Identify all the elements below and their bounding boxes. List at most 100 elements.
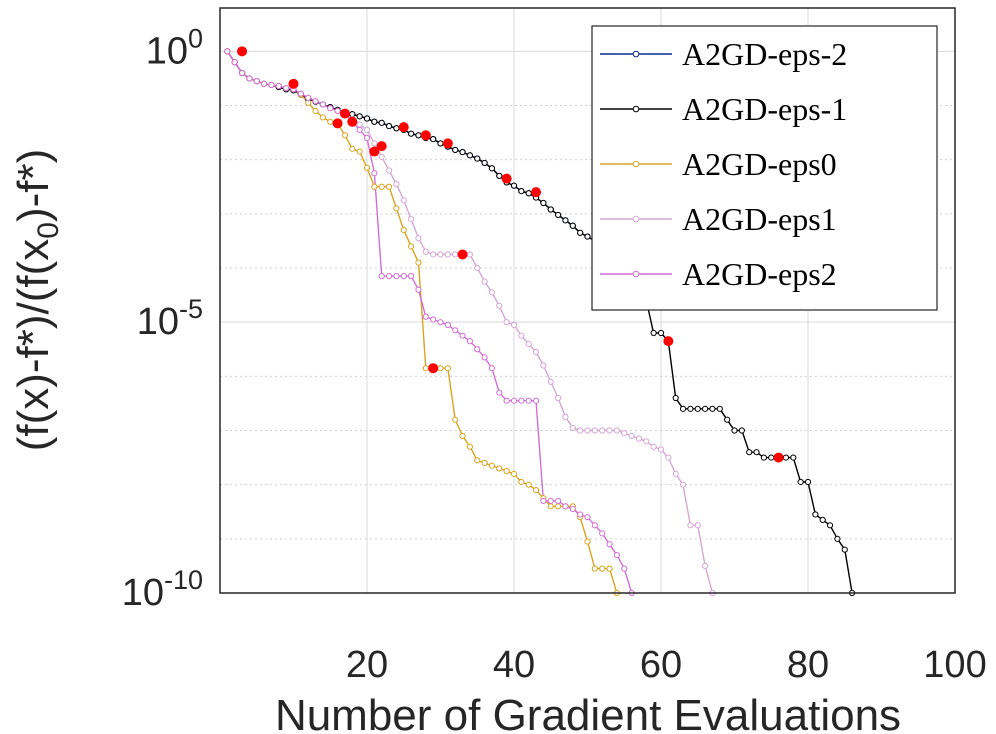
data-point-A2GD-eps-1 (826, 522, 834, 529)
y-tick-label: 100 (146, 23, 203, 72)
y-axis-title-part1: (f(x)-f*)/(f(x (9, 239, 58, 452)
data-point-A2GD-eps-1 (430, 135, 437, 143)
data-point-A2GD-eps2 (415, 286, 422, 293)
restart-point-A2GD-eps-1 (398, 122, 409, 133)
data-point-A2GD-eps2 (621, 565, 628, 572)
legend-marker-A2GD-eps-2 (632, 50, 640, 58)
data-point-A2GD-eps0 (606, 565, 613, 572)
data-point-A2GD-eps-1 (672, 394, 679, 402)
data-point-A2GD-eps1 (393, 180, 400, 188)
data-point-A2GD-eps1 (650, 443, 657, 450)
legend-marker-A2GD-eps0 (632, 160, 640, 168)
data-point-A2GD-eps2 (224, 48, 231, 55)
data-point-A2GD-eps0 (525, 481, 532, 488)
data-point-A2GD-eps1 (408, 216, 415, 223)
data-point-A2GD-eps0 (356, 148, 363, 155)
data-point-A2GD-eps2 (363, 134, 371, 142)
data-point-A2GD-eps-1 (768, 454, 775, 461)
data-point-A2GD-eps2 (297, 90, 304, 97)
restart-markers (237, 46, 784, 463)
data-point-A2GD-eps2 (591, 522, 598, 529)
data-point-A2GD-eps0 (385, 183, 393, 190)
data-point-A2GD-eps-1 (363, 115, 371, 122)
data-point-A2GD-eps1 (547, 378, 554, 385)
data-point-A2GD-eps0 (452, 416, 459, 423)
data-point-A2GD-eps2 (503, 397, 510, 404)
data-point-A2GD-eps2 (547, 497, 554, 505)
data-point-A2GD-eps-1 (819, 516, 826, 523)
data-point-A2GD-eps0 (415, 259, 422, 266)
data-point-A2GD-eps1 (584, 427, 591, 434)
data-point-A2GD-eps1 (532, 348, 540, 356)
data-point-A2GD-eps0 (408, 243, 415, 250)
data-point-A2GD-eps2 (422, 313, 429, 320)
data-point-A2GD-eps-1 (731, 427, 738, 434)
data-point-A2GD-eps2 (452, 327, 459, 334)
data-point-A2GD-eps0 (327, 118, 334, 125)
data-point-A2GD-eps0 (378, 183, 385, 190)
data-point-A2GD-eps-1 (790, 454, 797, 461)
x-tick-label: 60 (640, 644, 682, 686)
legend-label: A2GD-eps-2 (682, 36, 847, 72)
data-point-A2GD-eps-1 (555, 211, 562, 219)
legend-box (591, 25, 938, 311)
data-point-A2GD-eps1 (496, 302, 503, 310)
data-point-A2GD-eps1 (430, 251, 437, 258)
data-point-A2GD-eps1 (452, 251, 459, 258)
data-point-A2GD-eps2 (327, 105, 334, 112)
data-point-A2GD-eps-1 (437, 140, 444, 147)
data-point-A2GD-eps0 (437, 365, 444, 372)
data-point-A2GD-eps-1 (385, 122, 393, 130)
data-point-A2GD-eps0 (532, 486, 540, 494)
y-tick-exponent: -10 (164, 565, 203, 595)
data-point-A2GD-eps-1 (650, 329, 657, 337)
restart-point-A2GD-eps-1 (663, 336, 674, 347)
restart-point-A2GD-eps-1 (442, 138, 453, 149)
series-markers (224, 48, 856, 597)
data-point-A2GD-eps0 (503, 468, 510, 475)
x-tick-label: 80 (787, 644, 829, 686)
data-point-A2GD-eps1 (687, 522, 694, 529)
data-point-A2GD-eps2 (488, 365, 496, 372)
data-point-A2GD-eps1 (577, 427, 584, 434)
data-point-A2GD-eps1 (569, 424, 576, 431)
data-point-A2GD-eps-1 (408, 130, 415, 137)
data-point-A2GD-eps2 (238, 69, 246, 77)
data-point-A2GD-eps-1 (577, 229, 584, 236)
data-point-A2GD-eps1 (562, 413, 569, 421)
restart-point-A2GD-eps-1 (501, 173, 512, 184)
legend-label: A2GD-eps-1 (682, 91, 847, 127)
data-point-A2GD-eps-1 (525, 190, 532, 197)
data-point-A2GD-eps1 (643, 438, 650, 445)
data-point-A2GD-eps2 (246, 75, 253, 82)
data-point-A2GD-eps1 (356, 121, 363, 128)
data-point-A2GD-eps-1 (371, 118, 378, 125)
restart-point-A2GD-eps-1 (237, 46, 248, 57)
data-point-A2GD-eps1 (363, 126, 371, 133)
data-point-A2GD-eps1 (518, 332, 525, 339)
data-point-A2GD-eps1 (415, 235, 422, 242)
data-point-A2GD-eps2 (525, 397, 532, 404)
restart-point-A2GD-eps0 (332, 118, 343, 129)
data-point-A2GD-eps0 (400, 226, 407, 234)
data-point-A2GD-eps2 (437, 319, 444, 326)
data-point-A2GD-eps-1 (466, 152, 473, 159)
data-point-A2GD-eps2 (385, 273, 393, 280)
data-point-A2GD-eps1 (665, 454, 672, 461)
data-point-A2GD-eps0 (547, 503, 554, 510)
data-point-A2GD-eps0 (496, 465, 503, 472)
data-point-A2GD-eps-1 (738, 427, 745, 434)
y-tick-base: 10 (137, 301, 179, 343)
data-point-A2GD-eps-1 (474, 155, 481, 162)
data-point-A2GD-eps1 (621, 430, 628, 437)
data-point-A2GD-eps2 (466, 338, 473, 345)
data-point-A2GD-eps-1 (356, 113, 363, 120)
restart-point-A2GD-eps-1 (531, 187, 542, 198)
data-point-A2GD-eps0 (341, 132, 349, 139)
data-point-A2GD-eps1 (488, 289, 496, 296)
legend-marker-A2GD-eps1 (632, 215, 640, 223)
data-point-A2GD-eps0 (422, 365, 429, 372)
data-point-A2GD-eps1 (400, 197, 407, 204)
data-point-A2GD-eps0 (363, 164, 371, 171)
